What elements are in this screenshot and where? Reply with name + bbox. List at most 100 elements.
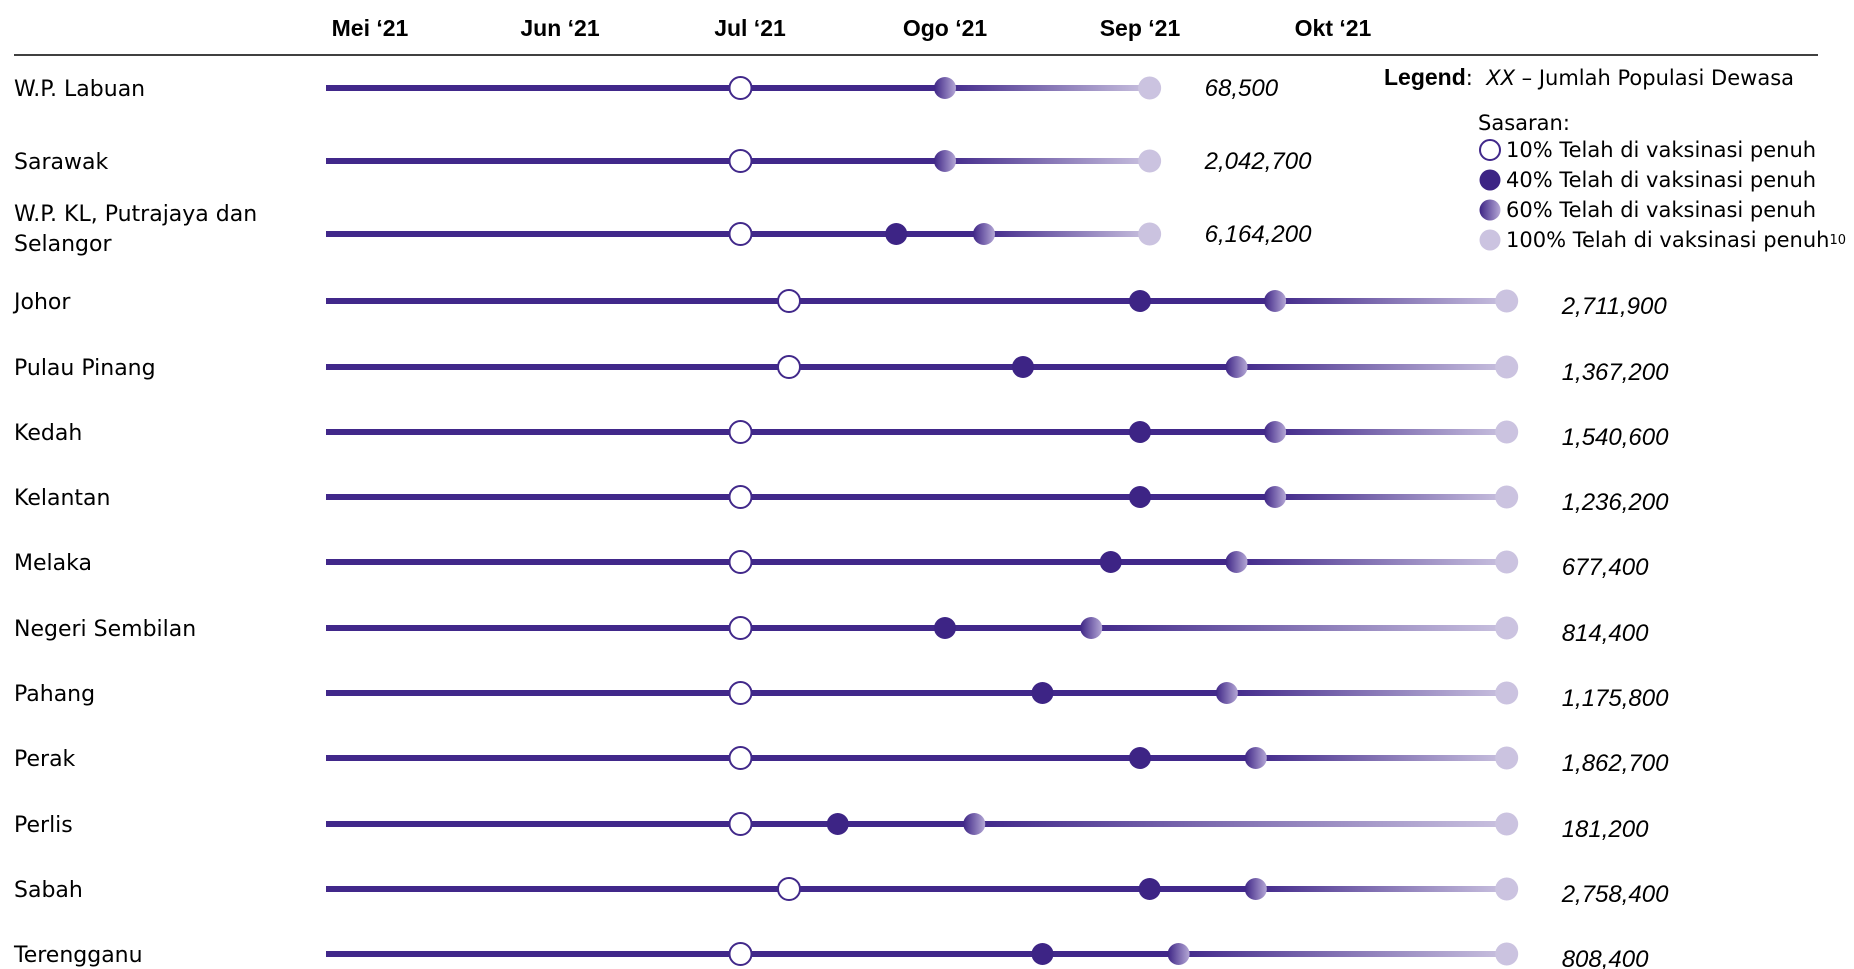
population-label: 2,711,900 xyxy=(1561,293,1668,320)
timeline-row: Pahang 1,175,800 xyxy=(14,681,1669,712)
marker-10 xyxy=(728,550,753,574)
legend-footnote: 10 xyxy=(1829,232,1847,248)
legend-item-60: 60% Telah di vaksinasi penuh xyxy=(1478,195,1844,225)
marker-60 xyxy=(1080,617,1103,639)
marker-40 xyxy=(885,223,908,245)
marker-10 xyxy=(728,485,753,509)
timeline-row: Sabah 2,758,400 xyxy=(14,877,1669,908)
population-label: 68,500 xyxy=(1205,75,1279,102)
legend-item-10: 10% Telah di vaksinasi penuh xyxy=(1478,135,1844,165)
marker-60 xyxy=(934,150,956,172)
timeline-row: Perak 1,862,700 xyxy=(14,746,1669,777)
population-label: 181,200 xyxy=(1562,816,1649,843)
population-label: 6,164,200 xyxy=(1205,221,1312,248)
timeline-row: Sarawak 2,042,700 xyxy=(14,148,1312,175)
marker-40 xyxy=(1129,421,1151,443)
timeline-row: Negeri Sembilan 814,400 xyxy=(14,616,1649,647)
marker-10 xyxy=(728,681,753,705)
marker-100 xyxy=(1495,289,1519,313)
marker-10 xyxy=(728,616,753,640)
legend-description: – Jumlah Populasi Dewasa xyxy=(1515,66,1794,90)
marker-60 xyxy=(963,813,986,835)
state-label: Kelantan xyxy=(14,486,110,511)
marker-10 xyxy=(777,877,801,901)
timeline-row: Melaka 677,400 xyxy=(14,550,1649,581)
month-label-5: Okt ‘21 xyxy=(1295,15,1372,41)
month-label-1: Jun ‘21 xyxy=(520,15,599,41)
state-label: Perlis xyxy=(14,813,73,838)
month-label-4: Sep ‘21 xyxy=(1100,15,1181,41)
marker-60 xyxy=(1225,356,1248,378)
marker-60 xyxy=(1215,682,1238,704)
marker-10 xyxy=(728,420,753,444)
population-label: 1,175,800 xyxy=(1562,685,1669,712)
marker-100 xyxy=(1495,420,1519,444)
marker-10 xyxy=(728,149,753,173)
population-label: 1,236,200 xyxy=(1562,489,1669,516)
light-circle-icon xyxy=(1479,229,1501,251)
marker-40 xyxy=(1031,943,1054,965)
population-label: 2,042,700 xyxy=(1204,148,1312,175)
timeline-row: Johor 2,711,900 xyxy=(12,289,1668,320)
marker-100 xyxy=(1495,812,1519,836)
marker-10 xyxy=(728,222,753,246)
state-label: Melaka xyxy=(14,551,92,576)
marker-40 xyxy=(1099,551,1122,573)
timeline-row: Pulau Pinang 1,367,200 xyxy=(14,355,1669,386)
timeline-row: W.P. KL, Putrajaya dan Selangor 6,164,200 xyxy=(14,202,1312,257)
legend-item-40: 40% Telah di vaksinasi penuh xyxy=(1478,165,1844,195)
state-label: Selangor xyxy=(14,232,112,257)
legend-title: Legend xyxy=(1384,64,1466,90)
gradient-circle-icon xyxy=(1479,199,1501,221)
state-label: Terengganu xyxy=(13,943,143,968)
legend: Legend: XX – Jumlah Populasi Dewasa Sasa… xyxy=(1384,64,1847,255)
marker-60 xyxy=(1264,421,1287,443)
state-label: Sabah xyxy=(14,878,83,903)
marker-100 xyxy=(1495,681,1519,705)
legend-label-100: 100% Telah di vaksinasi penuh xyxy=(1506,228,1830,252)
state-label: Pahang xyxy=(14,682,95,707)
marker-60 xyxy=(1167,943,1190,965)
month-label-0: Mei ‘21 xyxy=(332,15,409,41)
state-label: Perak xyxy=(14,747,76,772)
marker-10 xyxy=(728,942,753,966)
month-label-2: Jul ‘21 xyxy=(714,15,786,41)
marker-100 xyxy=(1138,149,1162,173)
marker-40 xyxy=(934,617,956,639)
state-label: W.P. KL, Putrajaya dan xyxy=(14,202,257,227)
marker-60 xyxy=(973,223,995,245)
marker-40 xyxy=(1012,356,1034,378)
population-label: 814,400 xyxy=(1562,620,1649,647)
marker-100 xyxy=(1138,222,1162,246)
state-label: Pulau Pinang xyxy=(14,356,156,381)
marker-10 xyxy=(777,355,801,379)
timeline-row: W.P. Labuan 68,500 xyxy=(14,75,1279,102)
marker-10 xyxy=(777,289,801,313)
legend-colon: : xyxy=(1465,66,1473,90)
timeline-row: Kedah 1,540,600 xyxy=(14,420,1669,451)
state-label: Kedah xyxy=(14,421,82,446)
filled-circle-icon xyxy=(1479,169,1501,191)
marker-100 xyxy=(1138,76,1162,100)
legend-header: Legend: XX – Jumlah Populasi Dewasa xyxy=(1384,64,1844,91)
population-label: 2,758,400 xyxy=(1561,881,1669,908)
marker-40 xyxy=(1129,747,1151,769)
marker-60 xyxy=(1244,747,1267,769)
marker-60 xyxy=(934,77,956,99)
population-label: 808,400 xyxy=(1562,946,1649,969)
legend-item-100: 100% Telah di vaksinasi penuh 10 xyxy=(1478,225,1847,255)
timeline-row: Terengganu 808,400 xyxy=(13,942,1649,969)
marker-60 xyxy=(1225,551,1248,573)
marker-100 xyxy=(1495,485,1519,509)
state-label: Johor xyxy=(12,290,71,315)
marker-100 xyxy=(1495,550,1519,574)
marker-100 xyxy=(1495,877,1519,901)
marker-60 xyxy=(1264,486,1287,508)
state-label: Sarawak xyxy=(14,150,108,175)
marker-100 xyxy=(1495,746,1519,770)
marker-10 xyxy=(728,76,753,100)
marker-100 xyxy=(1495,942,1519,966)
legend-label-10: 10% Telah di vaksinasi penuh xyxy=(1506,138,1817,162)
marker-60 xyxy=(1264,290,1287,312)
legend-xx: XX xyxy=(1486,66,1515,90)
